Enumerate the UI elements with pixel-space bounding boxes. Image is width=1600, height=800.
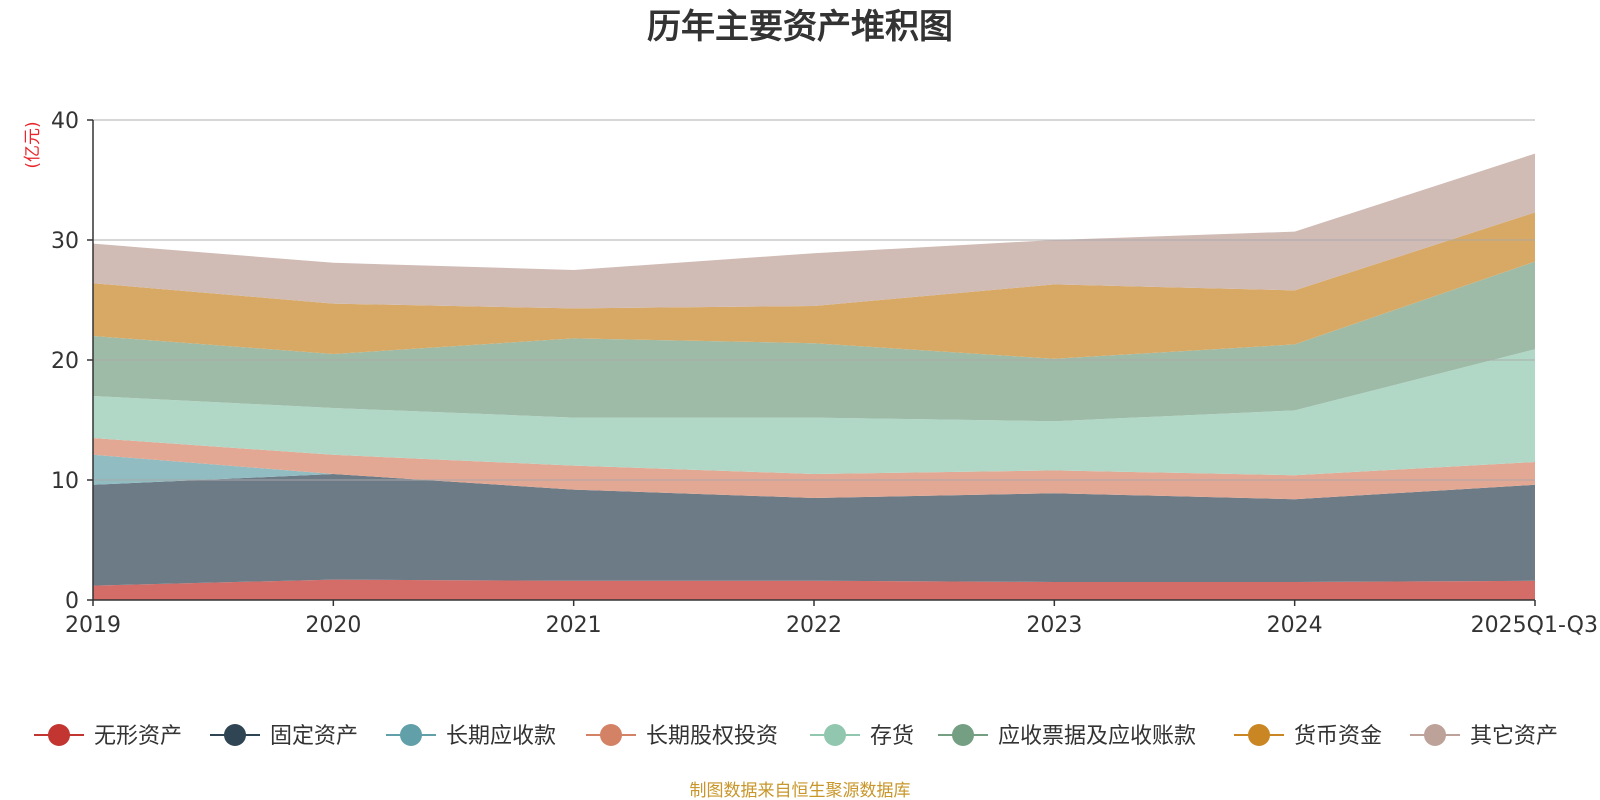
legend-marker-1: [224, 724, 246, 746]
legend-item-5[interactable]: 应收票据及应收账款: [938, 724, 1196, 749]
area-series-0[interactable]: [93, 579, 1535, 600]
legend-label-7: 其它资产: [1470, 724, 1558, 749]
y-tick-label-40: 40: [51, 109, 79, 134]
legend-marker-0: [48, 724, 70, 746]
legend-marker-5: [952, 724, 974, 746]
legend-label-1: 固定资产: [270, 724, 358, 749]
area-series-4[interactable]: [93, 349, 1535, 476]
x-tick-label-2025Q1-Q3: 2025Q1-Q3: [1471, 613, 1598, 638]
area-series-3[interactable]: [93, 438, 1535, 500]
y-tick-label-30: 30: [51, 229, 79, 254]
legend-marker-7: [1424, 724, 1446, 746]
area-series-5[interactable]: [93, 261, 1535, 422]
x-tick-label-2024: 2024: [1267, 613, 1323, 638]
legend-marker-3: [600, 724, 622, 746]
legend-item-6[interactable]: 货币资金: [1234, 724, 1382, 749]
legend-item-7[interactable]: 其它资产: [1410, 724, 1558, 749]
legend-label-6: 货币资金: [1294, 724, 1382, 749]
chart-title: 历年主要资产堆积图: [647, 7, 953, 47]
legend-item-4[interactable]: 存货: [810, 724, 914, 749]
legend-marker-4: [824, 724, 846, 746]
x-tick-label-2023: 2023: [1026, 613, 1082, 638]
legend-item-3[interactable]: 长期股权投资: [586, 724, 778, 749]
y-axis-unit-label: (亿元): [23, 121, 43, 168]
legend-item-1[interactable]: 固定资产: [210, 724, 358, 749]
legend-label-3: 长期股权投资: [646, 724, 778, 749]
axes: 0 10 20 30 40 2019 2020 2021 2022 2023 2024 2025Q1-…: [51, 109, 1598, 638]
legend-item-0[interactable]: 无形资产: [34, 724, 182, 749]
x-tick-label-2022: 2022: [786, 613, 842, 638]
area-series-7[interactable]: [93, 153, 1535, 309]
legend-label-4: 存货: [870, 724, 914, 749]
y-tick-label-10: 10: [51, 469, 79, 494]
legend[interactable]: 无形资产 固定资产 长期应收款 长期股权投资 存货 应收票据及应收账款 货币资金 其它资产: [34, 724, 1558, 749]
gridlines: [93, 119, 1535, 481]
data-source-note: 制图数据来自恒生聚源数据库: [690, 781, 911, 800]
x-tick-label-2021: 2021: [546, 613, 602, 638]
area-series-6[interactable]: [93, 212, 1535, 359]
legend-label-5: 应收票据及应收账款: [998, 724, 1196, 749]
area-series-group: [93, 153, 1535, 600]
legend-item-2[interactable]: 长期应收款: [386, 724, 556, 749]
x-tick-label-2019: 2019: [65, 613, 121, 638]
legend-marker-6: [1248, 724, 1270, 746]
area-series-1[interactable]: [93, 474, 1535, 586]
x-tick-label-2020: 2020: [305, 613, 361, 638]
legend-label-2: 长期应收款: [446, 724, 556, 749]
y-tick-label-0: 0: [65, 589, 79, 614]
y-tick-label-20: 20: [51, 349, 79, 374]
legend-marker-2: [400, 724, 422, 746]
legend-label-0: 无形资产: [94, 724, 182, 749]
